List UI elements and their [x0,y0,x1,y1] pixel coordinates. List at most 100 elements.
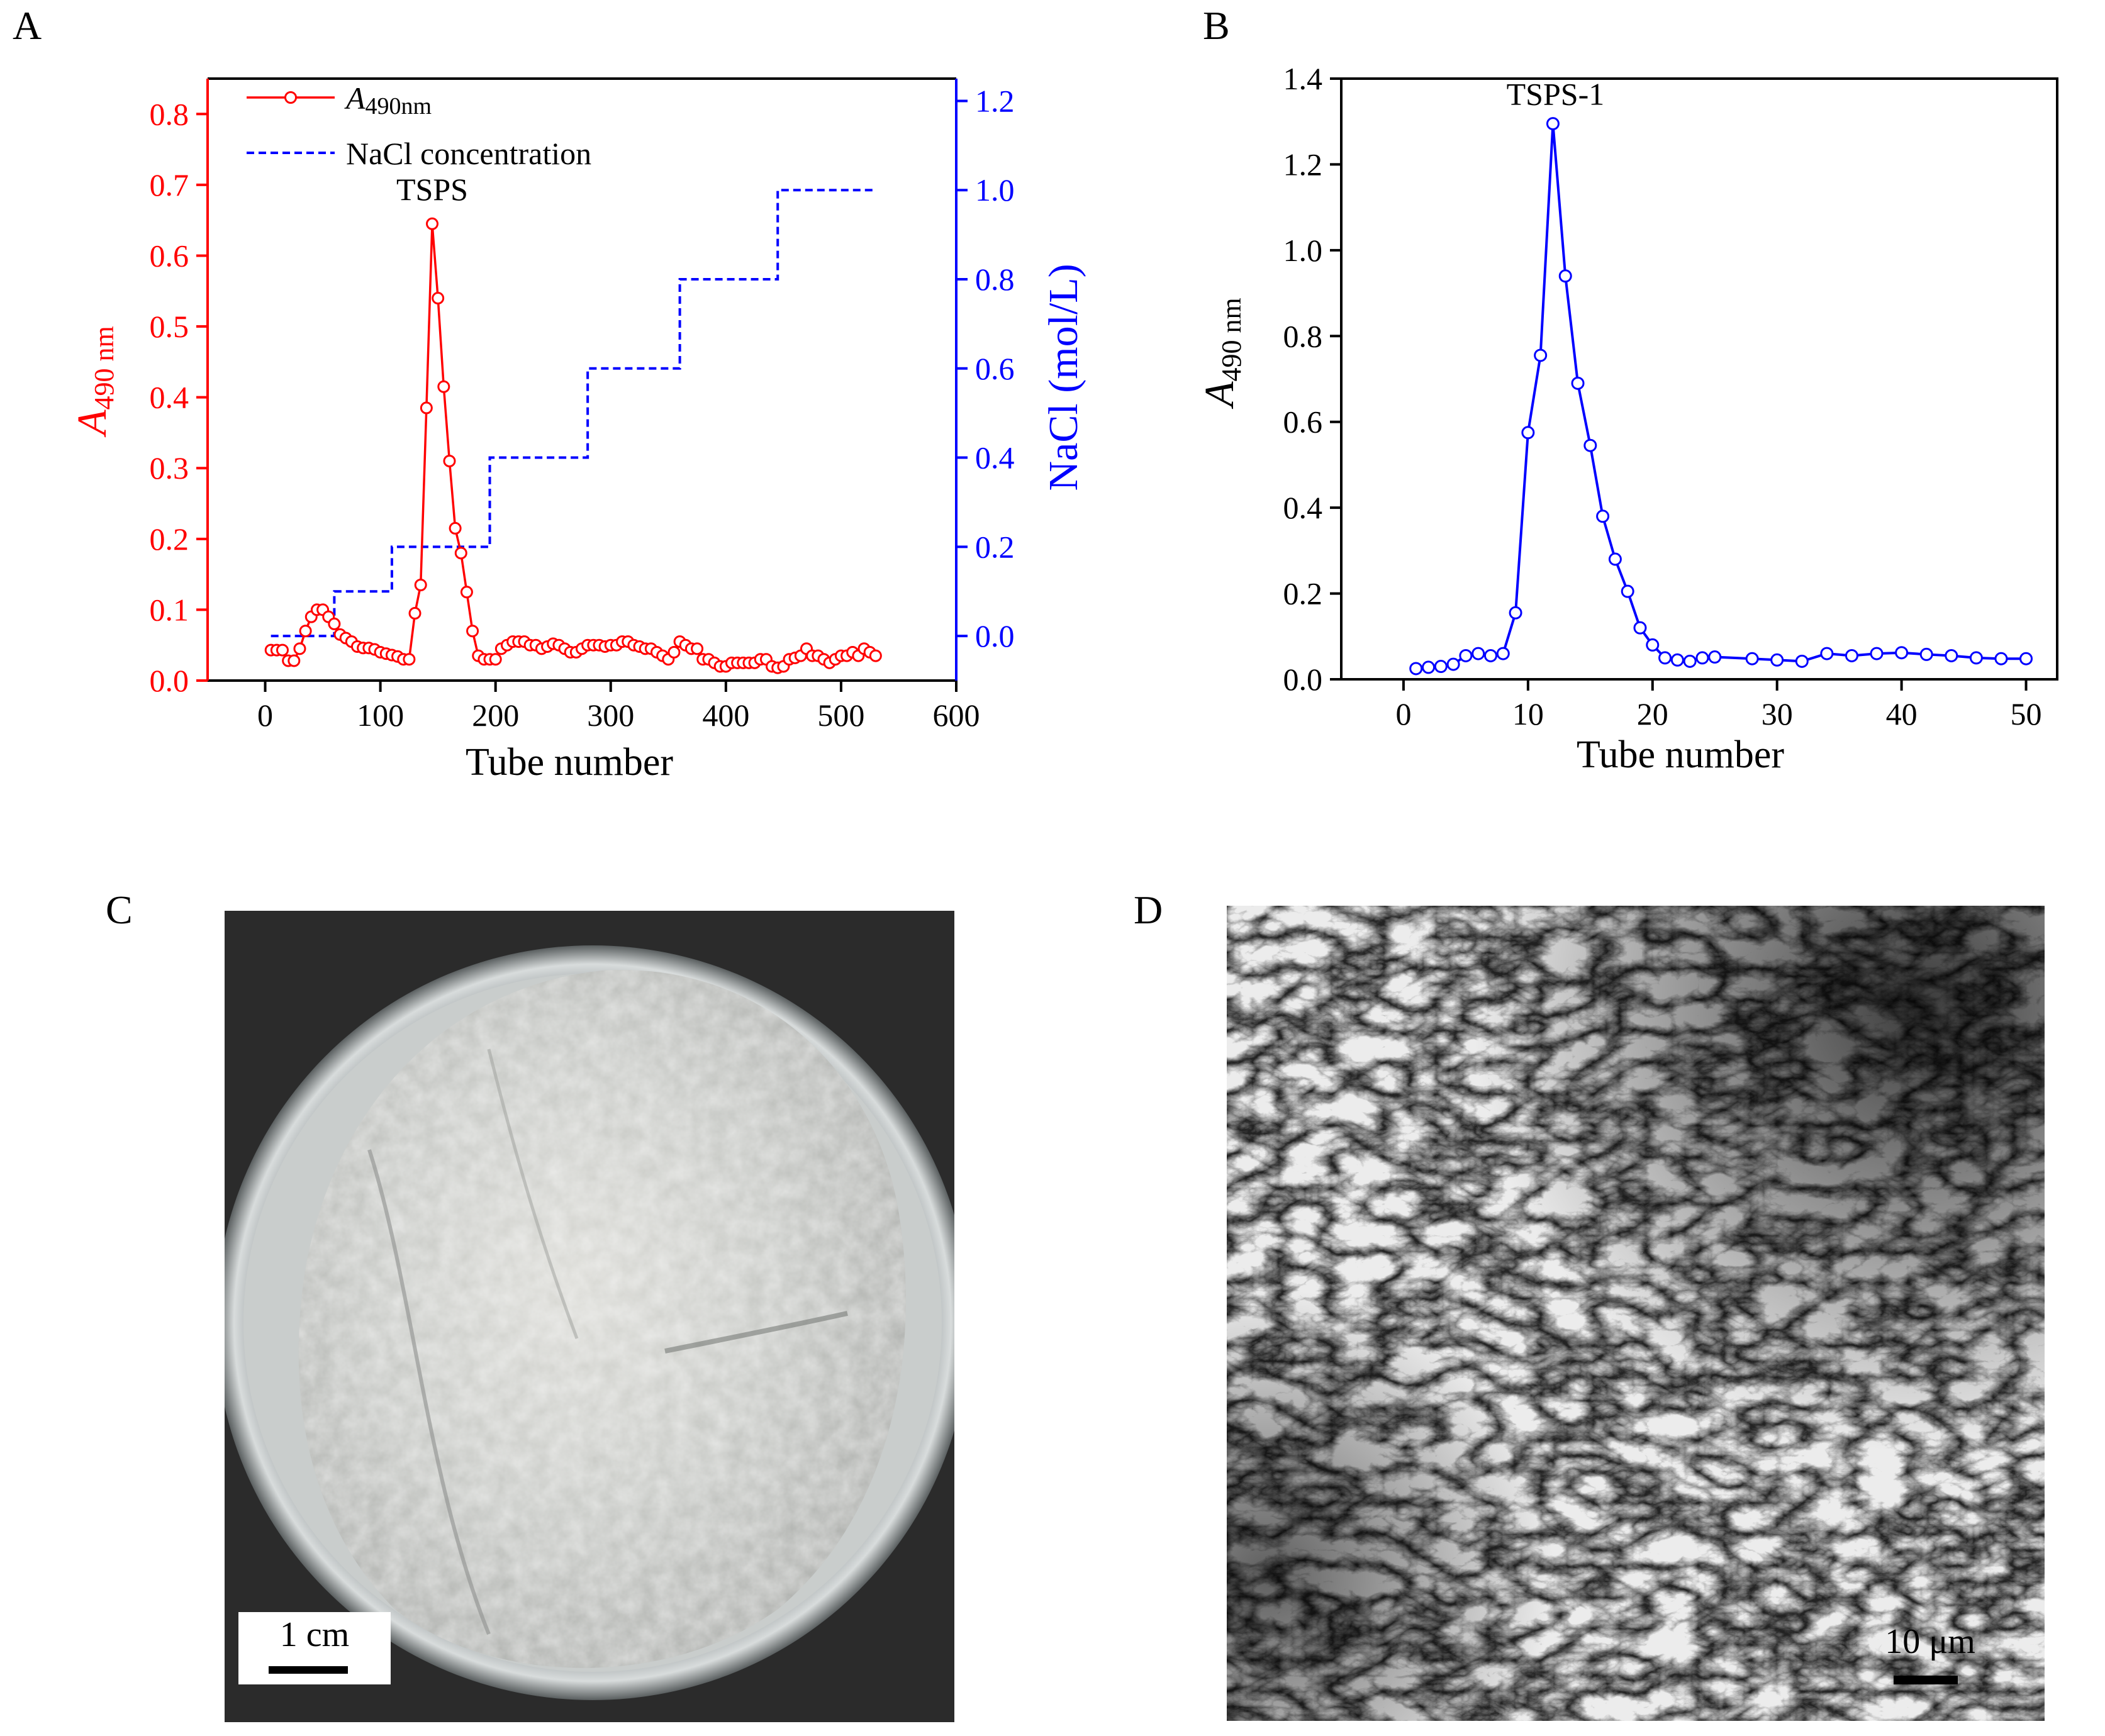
data-point-a490 [466,625,479,638]
data-point-tsps1 [1483,648,1497,662]
data-point-a490 [403,653,416,666]
y-axis-label: A490 nm [1197,298,1247,409]
data-point-tsps1 [1633,621,1647,635]
y-right-tick-label: 0.2 [975,529,1015,564]
data-point-a490 [454,547,467,560]
data-point-tsps1 [1670,653,1684,667]
y-left-axis-label-group: A490 nm [69,326,120,438]
y-left-axis-label-main: A [69,409,115,438]
data-point-tsps1 [1845,648,1858,662]
y-left-tick-label: 0.7 [150,167,189,203]
x-tick-label: 500 [817,698,864,733]
x-axis-label: Tube number [1577,733,1784,776]
scale-bar-label-d: 10 μm [1885,1622,1975,1661]
panel-letter-a: A [13,3,42,48]
legend-label-nacl: NaCl concentration [346,136,591,171]
x-tick-label: 600 [933,698,980,733]
x-tick-label: 400 [702,698,749,733]
y-tick-label: 0.8 [1283,318,1323,353]
data-point-tsps1 [1820,647,1834,660]
panel-letter-c: C [106,887,133,932]
peak-annotation: TSPS [396,172,468,207]
y-right-tick-label: 0.4 [975,440,1015,476]
x-tick-label: 300 [587,698,634,733]
scale-bar-c [269,1666,348,1674]
chart-b: 0 10 20 30 40 50 Tube number 0.0 0.2 0.4 0.6 0.8 1.0… [1197,61,2058,776]
data-point-tsps1 [1895,646,1909,660]
plot-frame [1340,77,2058,681]
data-point-tsps1 [1708,650,1722,664]
y-right-tick-label: 0.0 [975,618,1015,654]
y-tick-label: 0.0 [1283,662,1323,697]
data-point-tsps1 [1646,638,1660,652]
y-right-tick-label: 0.6 [975,351,1015,386]
data-point-tsps1 [1509,606,1522,620]
y-left-tick-label: 0.5 [150,309,189,344]
y-left-tick-label: 0.8 [150,96,189,131]
data-point-a490 [420,401,433,415]
legend-label-a490-main: A [344,81,366,116]
data-point-a490 [437,380,450,393]
x-tick-label: 50 [2011,696,2042,732]
y-left-tick-label: 0.6 [150,238,189,273]
data-point-tsps1 [1919,647,1933,661]
x-tick-label: 0 [1395,696,1411,732]
data-point-tsps1 [1695,651,1709,665]
panel-letter-d: D [1134,887,1163,932]
data-point-a490 [288,654,301,667]
peak-annotation: TSPS-1 [1507,77,1605,112]
data-point-a490 [449,521,462,535]
panel-letter-b: B [1203,3,1230,48]
data-point-tsps1 [1621,584,1634,598]
data-point-tsps1 [1471,647,1485,660]
scale-bar-d [1894,1676,1958,1684]
y-axis-label-group: A490 nm [1197,298,1247,409]
y-left-tick-label: 0.1 [150,592,189,627]
x-tick-label: 10 [1512,696,1544,732]
series-line-tsps1 [1415,123,2026,670]
chart-a: 0 100 200 300 400 500 600 Tube number 0.0 0.1 0.2 0… [69,77,1086,784]
fiber-network-illustration [1227,906,2045,1721]
x-tick-label: 100 [357,698,404,733]
y-left-axis-label: A490 nm [69,326,120,438]
y-left-tick-label: 0.4 [150,380,189,415]
data-point-tsps1 [1409,662,1423,676]
data-point-tsps1 [1596,509,1610,523]
data-point-tsps1 [1521,426,1535,440]
y-right-tick-label: 1.2 [975,83,1015,118]
data-point-tsps1 [1870,647,1884,660]
scale-bar-box-c: 1 cm [238,1612,391,1684]
y-tick-label: 0.6 [1283,404,1323,440]
data-point-a490 [691,642,704,655]
data-point-a490 [408,607,422,620]
data-point-tsps1 [1571,376,1585,390]
data-point-a490 [460,586,473,599]
data-point-tsps1 [1534,348,1548,362]
y-tick-label: 1.0 [1283,233,1323,268]
data-point-tsps1 [1446,657,1460,671]
y-right-tick-label: 1.0 [975,172,1015,208]
data-point-tsps1 [1770,653,1784,667]
data-point-a490 [426,217,438,230]
legend-label-a490-sub: 490nm [366,93,432,120]
data-point-tsps1 [1683,654,1697,668]
data-point-a490 [869,649,882,662]
data-point-a490 [489,653,502,666]
series-line-nacl [271,189,876,638]
legend-marker-a490 [284,91,297,104]
y-tick-label: 1.4 [1283,61,1323,96]
data-point-a490 [443,454,456,467]
x-tick-label: 200 [472,698,519,733]
data-point-tsps1 [1496,647,1510,660]
data-point-a490 [328,617,341,630]
data-point-tsps1 [2019,652,2033,665]
data-point-a490 [432,292,445,305]
micrograph-photo: 10 μm [1227,906,2045,1721]
data-point-a490 [299,625,312,638]
data-point-tsps1 [1745,652,1759,665]
y-left-tick-label: 0.3 [150,450,189,486]
data-point-tsps1 [1558,269,1572,283]
y-right-axis-label: NaCl (mol/L) [1041,264,1086,491]
data-point-a490 [667,645,681,659]
data-point-a490 [276,643,289,657]
